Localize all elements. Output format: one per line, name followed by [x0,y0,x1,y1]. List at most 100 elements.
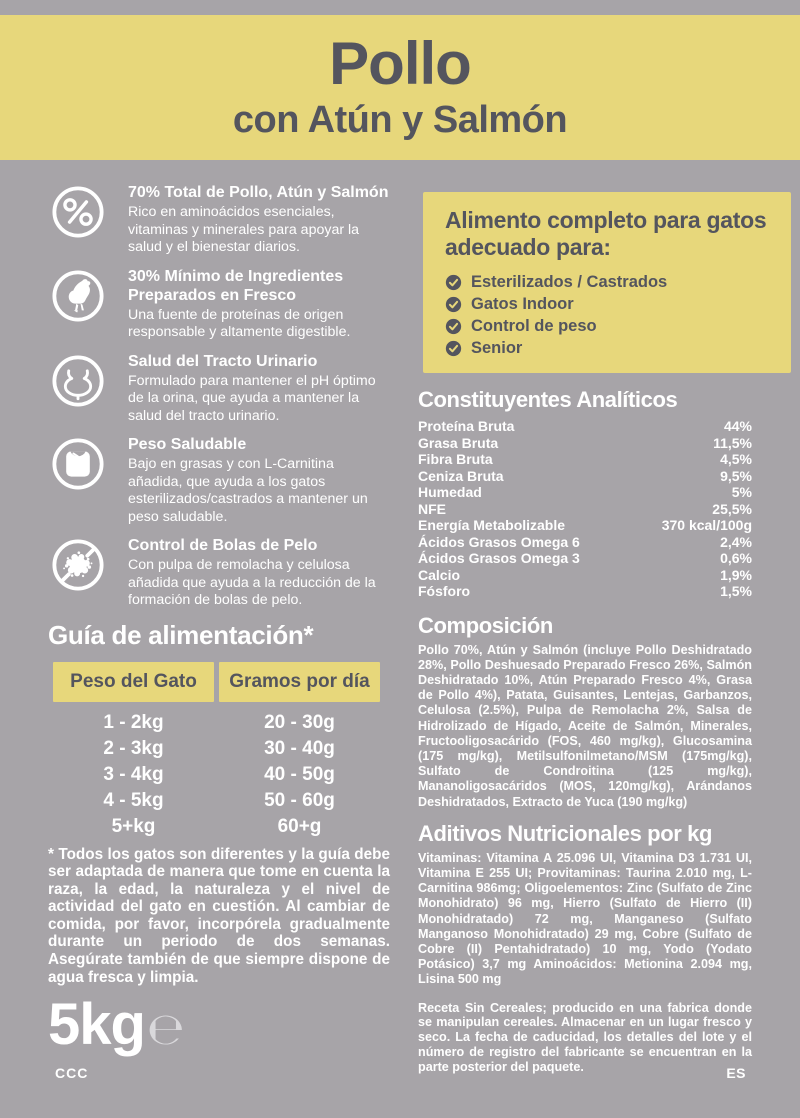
feature-title: 70% Total de Pollo, Atún y Salmón [128,184,389,201]
analytical-table: Proteína Bruta 44% Grasa Bruta 11,5% Fibra… [418,418,752,600]
product-title: Pollo [329,29,472,97]
list-item: Senior [445,337,769,359]
feature-body: Con pulpa de remolacha y celulosa añadid… [128,557,376,608]
analytical-value: 9,5% [720,467,752,484]
list-item: Esterilizados / Castrados [445,271,769,293]
table-row: Fibra Bruta 4,5% [418,451,752,468]
composition-heading: Composición [418,612,553,638]
table-row: NFE 25,5% [418,501,752,518]
feeding-guide-header-row: Peso del Gato Gramos por día [53,661,380,702]
analytical-label: Grasa Bruta [418,434,499,451]
analytical-label: Proteína Bruta [418,418,515,434]
footer-code-right: ES [726,1065,746,1081]
check-icon [445,274,462,290]
suitability-title: Alimento completo para gatos adecuado pa… [445,207,767,260]
feeding-guide-footnote: * Todos los gatos son diferentes y la gu… [48,845,390,986]
cell-weight: 1 - 2kg [103,711,164,733]
hairball-icon [51,536,105,610]
analytical-value: 0,6% [720,550,752,566]
bladder-icon [51,352,105,426]
list-item: Control de peso [445,315,769,337]
table-row: Energía Metabolizable 370 kcal/100g [418,517,752,534]
table-row: 3 - 4kg 40 - 50g [53,762,380,788]
table-row: Proteína Bruta 44% [418,418,752,435]
table-row: Ácidos Grasos Omega 3 0,6% [418,550,752,567]
chicken-icon [51,267,105,342]
analytical-value: 11,5% [713,434,752,451]
column-header-weight: Peso del Gato [53,661,214,702]
storage-note: Receta Sin Cereales; producido en una fa… [418,1000,752,1074]
suitability-item-label: Gatos Indoor [471,294,574,313]
product-subtitle: con Atún y Salmón [232,98,568,141]
analytical-label: Ácidos Grasos Omega 6 [418,533,580,550]
feature-hairball-control: Control de Bolas de Pelo Con pulpa de re… [48,536,390,610]
analytical-label: Calcio [418,566,461,583]
percent-icon [51,183,105,257]
table-row: Calcio 1,9% [418,567,752,584]
check-icon [445,340,462,356]
table-row: 1 - 2kg 20 - 30g [53,710,380,736]
cell-grams: 20 - 30g [264,711,335,733]
cell-weight: 4 - 5kg [103,789,164,811]
additives-heading: Aditivos Nutricionales por kg [418,820,713,846]
check-icon [445,296,462,312]
column-header-grams: Gramos por día [219,661,380,702]
cell-grams: 30 - 40g [264,737,335,759]
feature-body: Una fuente de proteínas de origen respon… [128,306,351,341]
feature-title: Salud del Tracto Urinario [128,352,318,370]
feeding-guide-heading: Guía de alimentación* [48,619,314,650]
feature-body: Bajo en grasas y con L-Carnitina añadida… [128,456,368,525]
table-row: Ácidos Grasos Omega 6 2,4% [418,534,752,551]
table-row: Grasa Bruta 11,5% [418,435,752,452]
left-column: 70% Total de Pollo, Atún y Salmón Rico e… [48,183,390,1055]
estimated-sign: ℮ [146,1004,185,1056]
analytical-value: 1,9% [720,566,752,583]
suitability-box: Alimento completo para gatos adecuado pa… [423,192,791,373]
feature-title: Peso Saludable [128,436,247,453]
analytical-label: NFE [418,500,446,517]
suitability-item-label: Control de peso [471,316,597,335]
analytical-value: 5% [731,484,752,500]
analytical-label: Fósforo [418,583,471,599]
analytical-value: 2,4% [720,533,752,550]
analytical-label: Humedad [418,484,482,500]
analytical-value: 4,5% [720,451,752,467]
analytical-label: Ácidos Grasos Omega 3 [418,550,580,566]
analytical-value: 25,5% [712,500,752,517]
right-column: Alimento completo para gatos adecuado pa… [418,192,792,1075]
feature-healthy-weight: Peso Saludable Bajo en grasas y con L-Ca… [48,435,390,526]
table-row: Humedad 5% [418,484,752,501]
cell-weight: 2 - 3kg [103,737,164,759]
additives-body: Vitaminas: Vitamina A 25.096 UI, Vitamin… [418,850,752,987]
analytical-label: Fibra Bruta [418,451,493,467]
analytical-value: 370 kcal/100g [661,517,752,533]
feature-urinary-health: Salud del Tracto Urinario Formulado para… [48,352,390,426]
analytical-label: Ceniza Bruta [418,467,504,484]
footer-code-left: CCC [55,1065,89,1081]
feature-body: Rico en aminoácidos esenciales, vitamina… [128,204,360,255]
cell-grams: 40 - 50g [264,763,335,785]
cell-weight: 3 - 4kg [103,763,164,785]
cell-weight: 5+kg [111,815,156,837]
suitability-item-label: Senior [471,338,523,357]
table-row: Ceniza Bruta 9,5% [418,468,752,485]
analytical-value: 1,5% [720,583,752,599]
table-row: 4 - 5kg 50 - 60g [53,788,380,814]
net-weight-value: 5kg [48,992,146,1058]
feeding-guide-table: Peso del Gato Gramos por día 1 - 2kg 20 … [53,661,380,840]
header-band: Pollo con Atún y Salmón [0,15,800,160]
check-icon [445,318,462,334]
analytical-heading: Constituyentes Analíticos [418,387,678,412]
suitability-item-label: Esterilizados / Castrados [471,272,668,291]
composition-body: Pollo 70%, Atún y Salmón (incluye Pollo … [418,642,752,809]
table-row: Fósforo 1,5% [418,583,752,600]
table-row: 5+kg 60+g [53,814,380,840]
feature-body: Formulado para mantener el pH óptimo de … [128,372,376,424]
table-row: 2 - 3kg 30 - 40g [53,736,380,762]
feature-title: 30% Mínimo de Ingredientes Preparados en… [128,267,344,304]
cell-grams: 50 - 60g [264,789,335,811]
analytical-label: Energía Metabolizable [418,517,566,533]
cell-grams: 60+g [277,815,322,837]
feature-fresh-ingredients: 30% Mínimo de Ingredientes Preparados en… [48,267,390,342]
